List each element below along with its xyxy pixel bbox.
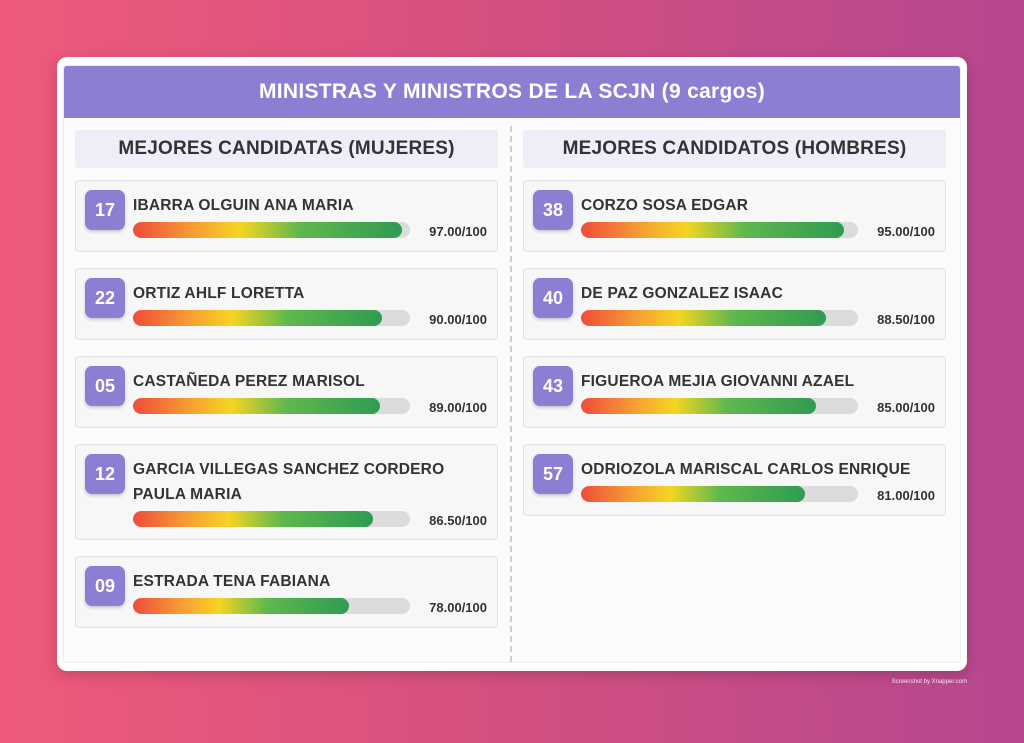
candidate-card: 12 GARCIA VILLEGAS SANCHEZ CORDERO PAULA … [75,444,498,540]
candidate-score: 90.00/100 [429,312,487,327]
candidate-score: 78.00/100 [429,600,487,615]
candidate-card: 09 ESTRADA TENA FABIANA 78.00/100 [75,556,498,628]
candidate-name: ORTIZ AHLF LORETTA [133,285,305,302]
candidate-card: 05 CASTAÑEDA PEREZ MARISOL 89.00/100 [75,356,498,428]
candidate-number-badge: 09 [85,566,125,606]
score-bar-track [581,486,858,502]
women-column: MEJORES CANDIDATAS (MUJERES) 17 IBARRA OL… [75,130,498,644]
candidate-score: 81.00/100 [877,488,935,503]
candidate-card: 40 DE PAZ GONZALEZ ISAAC 88.50/100 [523,268,946,340]
screenshot-credit: Screenshot by Xnapper.com [891,679,967,685]
candidate-number-badge: 57 [533,454,573,494]
candidate-name: CORZO SOSA EDGAR [581,197,749,214]
score-bar-track [133,222,410,238]
candidate-number-badge: 12 [85,454,125,494]
score-bar-track [581,222,858,238]
candidate-name: FIGUEROA MEJIA GIOVANNI AZAEL [581,373,855,390]
score-bar-fill [133,398,380,414]
column-divider [510,126,512,662]
candidate-score: 88.50/100 [877,312,935,327]
candidate-name: GARCIA VILLEGAS SANCHEZ CORDERO PAULA MA… [133,461,445,503]
candidate-number-badge: 43 [533,366,573,406]
candidate-name: CASTAÑEDA PEREZ MARISOL [133,373,365,390]
women-list: 17 IBARRA OLGUIN ANA MARIA 97.00/100 22 ORTI… [75,180,498,628]
candidate-number-badge: 17 [85,190,125,230]
score-bar-track [581,398,858,414]
results-card: MINISTRAS Y MINISTROS DE LA SCJN (9 carg… [57,57,967,671]
score-bar-fill [133,511,373,527]
score-bar-track [133,310,410,326]
score-bar-fill [581,310,827,326]
men-list: 38 CORZO SOSA EDGAR 95.00/100 40 DE PAZ GONZ… [523,180,946,516]
page-title: MINISTRAS Y MINISTROS DE LA SCJN (9 carg… [64,66,960,118]
score-bar-fill [581,398,817,414]
score-bar-track [133,398,410,414]
candidate-number-badge: 40 [533,278,573,318]
score-bar-track [133,511,410,527]
columns: MEJORES CANDIDATAS (MUJERES) 17 IBARRA OL… [64,118,960,662]
candidate-name: DE PAZ GONZALEZ ISAAC [581,285,783,302]
candidate-score: 95.00/100 [877,224,935,239]
candidate-score: 97.00/100 [429,224,487,239]
card-inner: MINISTRAS Y MINISTROS DE LA SCJN (9 carg… [63,65,961,663]
women-heading: MEJORES CANDIDATAS (MUJERES) [75,130,498,168]
candidate-card: 57 ODRIOZOLA MARISCAL CARLOS ENRIQUE 81.00… [523,444,946,516]
candidate-card: 22 ORTIZ AHLF LORETTA 90.00/100 [75,268,498,340]
candidate-card: 38 CORZO SOSA EDGAR 95.00/100 [523,180,946,252]
score-bar-track [133,598,410,614]
score-bar-fill [133,222,402,238]
men-column: MEJORES CANDIDATOS (HOMBRES) 38 CORZO SOS… [523,130,946,532]
candidate-number-badge: 05 [85,366,125,406]
candidate-card: 17 IBARRA OLGUIN ANA MARIA 97.00/100 [75,180,498,252]
score-bar-fill [133,310,383,326]
candidate-name: ODRIOZOLA MARISCAL CARLOS ENRIQUE [581,461,911,478]
candidate-number-badge: 38 [533,190,573,230]
candidate-score: 85.00/100 [877,400,935,415]
candidate-score: 89.00/100 [429,400,487,415]
score-bar-fill [581,222,845,238]
score-bar-track [581,310,858,326]
score-bar-fill [133,598,350,614]
candidate-name: ESTRADA TENA FABIANA [133,573,331,590]
candidate-number-badge: 22 [85,278,125,318]
men-heading: MEJORES CANDIDATOS (HOMBRES) [523,130,946,168]
score-bar-fill [581,486,806,502]
candidate-score: 86.50/100 [429,513,487,528]
candidate-card: 43 FIGUEROA MEJIA GIOVANNI AZAEL 85.00/100 [523,356,946,428]
candidate-name: IBARRA OLGUIN ANA MARIA [133,197,354,214]
